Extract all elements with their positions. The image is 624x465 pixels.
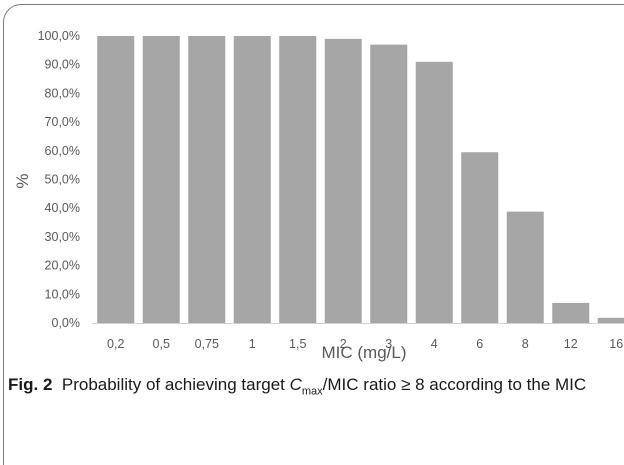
figure-label: Fig. 2 [8, 375, 53, 394]
y-axis-title: % [13, 173, 32, 188]
y-tick-label: 40,0% [45, 201, 80, 215]
bar [142, 36, 180, 323]
x-tick-label: 2 [340, 337, 347, 351]
x-axis-title: MIC (mg/L) [322, 343, 407, 362]
y-axis-ticks: 0,0% 10,0% 20,0% 30,0% 40,0% 50,0% 60,0% 70,0% 8… [38, 29, 80, 330]
x-tick-label: 1 [249, 337, 256, 351]
x-tick-label: 4 [431, 337, 438, 351]
y-tick-label: 0,0% [52, 316, 81, 330]
bars [97, 36, 624, 324]
bar [370, 44, 408, 324]
bar [279, 36, 317, 323]
y-tick-label: 90,0% [45, 58, 80, 72]
bar [506, 211, 544, 323]
bar [415, 61, 453, 324]
bar [233, 36, 271, 323]
y-tick-label: 100,0% [38, 29, 80, 43]
caption-text-before: Probability of achieving target [61, 375, 290, 394]
x-tick-label: 1,5 [289, 337, 306, 351]
bar [324, 38, 362, 324]
x-tick-label: 6 [476, 337, 483, 351]
figure-caption: Fig. 2 Probability of achieving target C… [8, 373, 620, 403]
bar [597, 317, 624, 323]
x-tick-label: 0,2 [107, 337, 124, 351]
bar [188, 36, 226, 323]
bar-chart: 0,0% 10,0% 20,0% 30,0% 40,0% 50,0% 60,0% 70,0% 8… [13, 29, 624, 362]
caption-text-after: /MIC ratio ≥ 8 according to the MIC [322, 375, 587, 394]
caption-c-sub: max [301, 385, 323, 398]
x-tick-label: 12 [564, 337, 578, 351]
y-tick-label: 10,0% [45, 287, 80, 301]
x-axis-ticks: 0,2 0,5 0,75 1 1,5 2 3 4 6 8 12 16 [107, 337, 623, 351]
y-tick-label: 20,0% [45, 259, 80, 273]
x-tick-label: 3 [385, 337, 392, 351]
figure-frame [3, 4, 624, 465]
bar [97, 36, 135, 323]
y-tick-label: 80,0% [45, 86, 80, 100]
x-tick-label: 0,75 [195, 337, 219, 351]
x-tick-label: 0,5 [153, 337, 170, 351]
y-tick-label: 60,0% [45, 144, 80, 158]
y-tick-label: 70,0% [45, 115, 80, 129]
y-tick-label: 30,0% [45, 230, 80, 244]
bar [552, 302, 590, 323]
y-tick-label: 50,0% [45, 173, 80, 187]
x-tick-label: 16 [609, 337, 623, 351]
caption-c: C [289, 375, 302, 394]
bar [461, 152, 499, 323]
x-tick-label: 8 [522, 337, 529, 351]
